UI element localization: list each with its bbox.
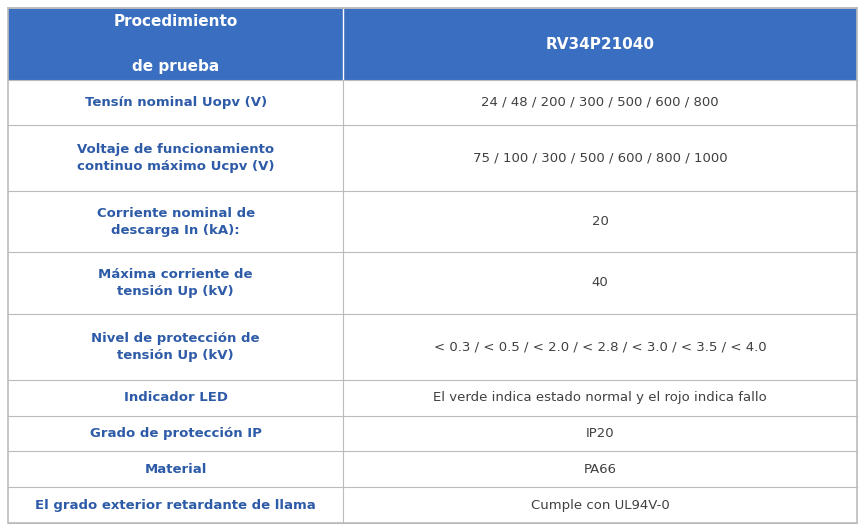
Bar [8, 314, 857, 380]
Bar [8, 191, 857, 252]
Text: El verde indica estado normal y el rojo indica fallo: El verde indica estado normal y el rojo … [433, 391, 767, 405]
Text: RV34P21040: RV34P21040 [546, 37, 655, 52]
Bar [8, 380, 857, 416]
Text: Máxima corriente de
tensión Up (kV): Máxima corriente de tensión Up (kV) [99, 268, 253, 298]
Text: 40: 40 [592, 277, 609, 289]
Text: Procedimiento

de prueba: Procedimiento de prueba [113, 14, 238, 74]
Text: IP20: IP20 [586, 427, 614, 440]
Bar [8, 252, 857, 314]
Text: Nivel de protección de
tensión Up (kV): Nivel de protección de tensión Up (kV) [92, 332, 260, 362]
Bar [8, 125, 857, 191]
Bar [8, 80, 857, 125]
Text: Indicador LED: Indicador LED [124, 391, 227, 405]
Text: El grado exterior retardante de llama: El grado exterior retardante de llama [35, 499, 316, 512]
Text: 20: 20 [592, 215, 609, 228]
Bar [8, 451, 857, 487]
Bar [8, 487, 857, 523]
Text: Tensín nominal Uopv (V): Tensín nominal Uopv (V) [85, 96, 266, 109]
Bar [8, 8, 857, 80]
Text: Material: Material [144, 463, 207, 476]
Text: Grado de protección IP: Grado de protección IP [90, 427, 261, 440]
Text: < 0.3 / < 0.5 / < 2.0 / < 2.8 / < 3.0 / < 3.5 / < 4.0: < 0.3 / < 0.5 / < 2.0 / < 2.8 / < 3.0 / … [434, 340, 766, 353]
Text: 24 / 48 / 200 / 300 / 500 / 600 / 800: 24 / 48 / 200 / 300 / 500 / 600 / 800 [481, 96, 719, 109]
Text: 75 / 100 / 300 / 500 / 600 / 800 / 1000: 75 / 100 / 300 / 500 / 600 / 800 / 1000 [473, 151, 727, 164]
Bar [8, 416, 857, 451]
Text: Corriente nominal de
descarga In (kA):: Corriente nominal de descarga In (kA): [97, 207, 254, 237]
Text: Voltaje de funcionamiento
continuo máximo Ucpv (V): Voltaje de funcionamiento continuo máxim… [77, 143, 274, 173]
Text: PA66: PA66 [584, 463, 617, 476]
Text: Cumple con UL94V-0: Cumple con UL94V-0 [531, 499, 670, 512]
